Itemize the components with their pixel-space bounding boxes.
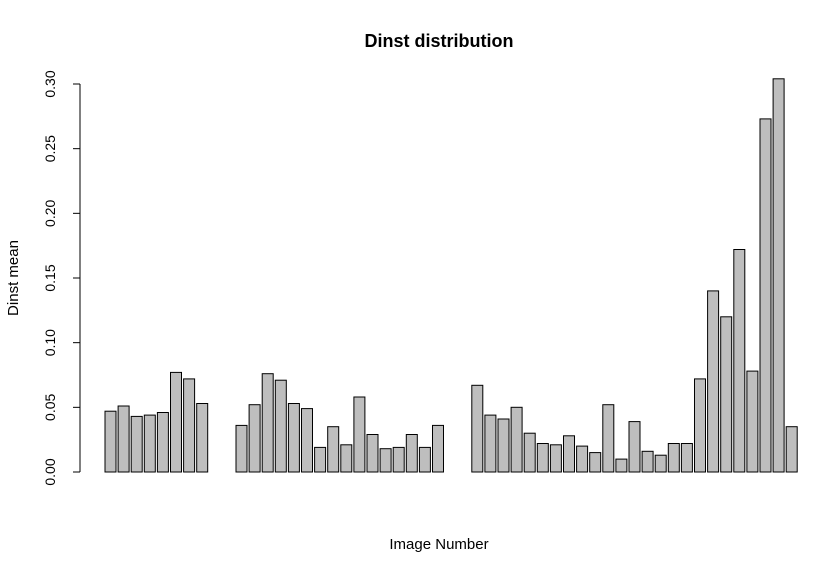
y-tick-label: 0.00 [42, 458, 58, 485]
bar [392, 446, 405, 473]
bar [287, 403, 300, 473]
y-axis-label: Dinst mean [5, 240, 22, 316]
y-tick-label: 0.15 [42, 264, 58, 291]
bar [667, 443, 680, 473]
y-tick-label: 0.20 [42, 199, 58, 226]
bar [484, 414, 497, 473]
bar [170, 371, 182, 473]
y-tick-label: 0.30 [42, 70, 58, 97]
bar [523, 432, 536, 473]
bar [707, 290, 720, 473]
bar [340, 444, 353, 473]
bar [549, 444, 562, 473]
bar [759, 118, 772, 473]
bar [327, 426, 340, 473]
y-tick-label: 0.10 [42, 329, 58, 356]
bar [628, 421, 641, 473]
bar [720, 316, 733, 473]
bar [641, 450, 654, 473]
bar [405, 434, 418, 473]
bar [471, 384, 484, 473]
bar [785, 426, 798, 473]
bar [248, 404, 261, 473]
bar [104, 410, 117, 473]
bar [654, 454, 667, 473]
bar [301, 408, 313, 473]
chart-title: Dinst distribution [365, 31, 514, 51]
bar [772, 78, 785, 473]
y-axis: 0.00 0.05 0.10 0.15 0.20 0.25 0.30 [42, 70, 81, 486]
bar [353, 396, 366, 473]
x-axis-label: Image Number [389, 536, 488, 553]
bar [156, 412, 169, 473]
bar [694, 378, 706, 473]
y-tick-label: 0.05 [42, 393, 58, 420]
bar [536, 443, 549, 473]
bar [235, 424, 248, 473]
bar [432, 424, 444, 473]
bar [563, 435, 575, 473]
bar [602, 404, 615, 473]
bar [497, 418, 510, 473]
bar [733, 249, 746, 473]
bar [576, 445, 589, 473]
bar [366, 434, 379, 473]
bar [196, 403, 209, 473]
bars [104, 78, 798, 473]
bar [589, 452, 602, 473]
bar [418, 446, 431, 473]
bar [510, 406, 523, 473]
bar [261, 373, 274, 473]
bar [130, 415, 143, 473]
bar [746, 370, 759, 473]
bar [117, 405, 130, 473]
bar [379, 448, 392, 473]
y-tick-label: 0.25 [42, 135, 58, 162]
bar [615, 458, 628, 473]
bar [314, 446, 327, 473]
bar [183, 378, 196, 473]
bar [680, 443, 693, 473]
bar [143, 414, 156, 473]
bar [274, 379, 287, 473]
